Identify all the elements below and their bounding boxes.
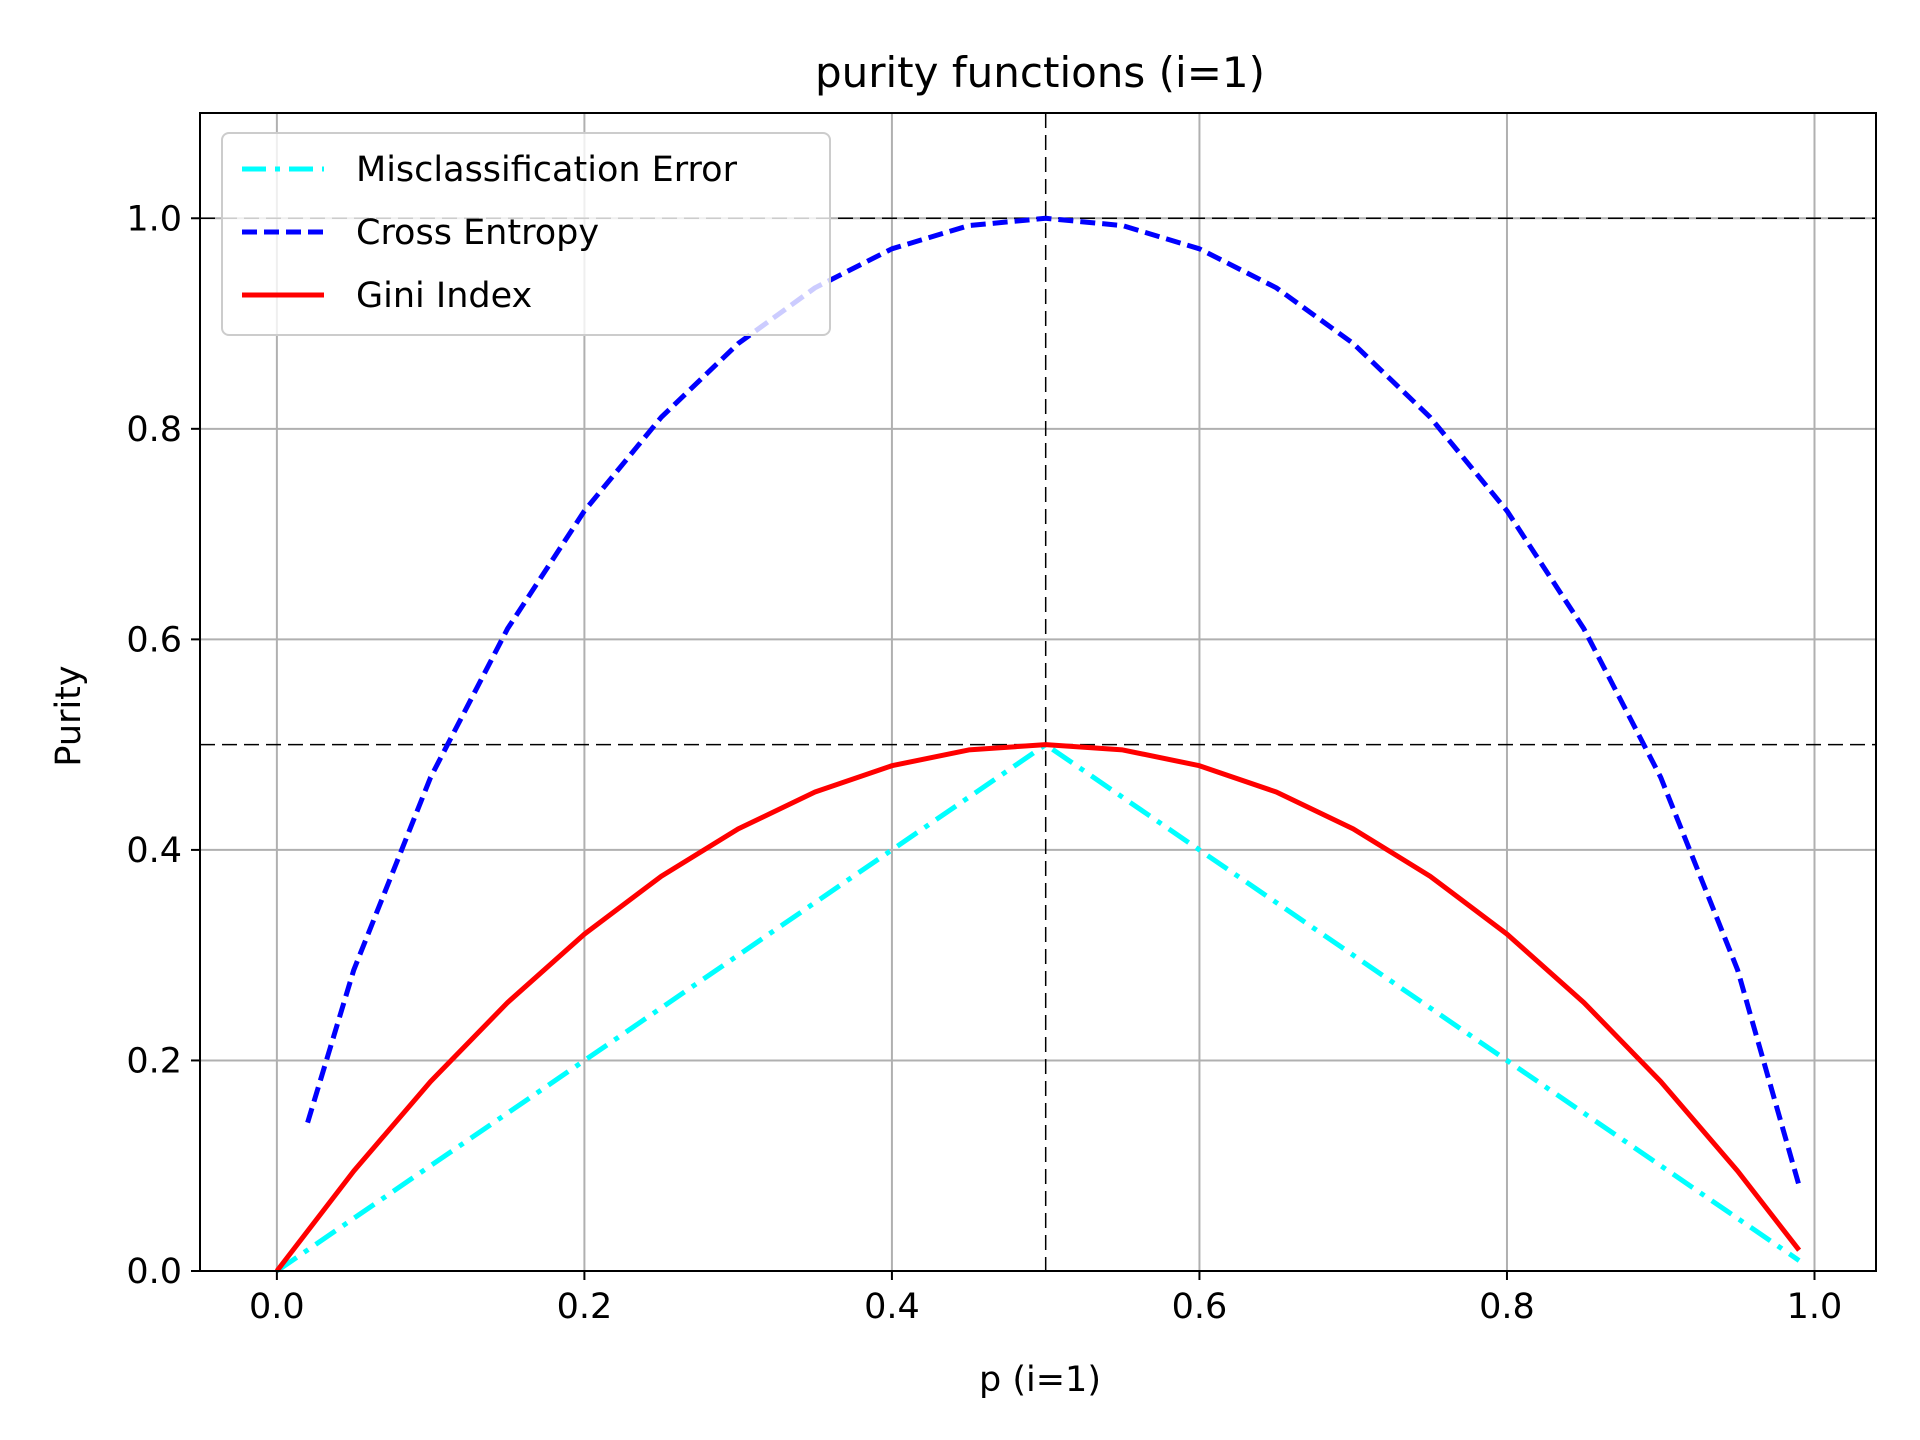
y-tick-label: 0.4 — [126, 831, 182, 871]
y-axis-title: Purity — [49, 665, 89, 766]
legend-label-cross-entropy: Cross Entropy — [356, 213, 599, 253]
y-tick-label: 1.0 — [126, 199, 182, 239]
x-tick-label: 0.6 — [1172, 1287, 1228, 1327]
y-tick-label: 0.6 — [126, 620, 182, 660]
y-tick-label: 0.8 — [126, 410, 182, 450]
x-tick-label: 0.8 — [1479, 1287, 1535, 1327]
x-tick-label: 0.4 — [864, 1287, 920, 1327]
chart-title: purity functions (i=1) — [815, 48, 1265, 97]
legend-label-misclassification-error: Misclassification Error — [356, 150, 738, 190]
x-tick-label: 0.2 — [557, 1287, 613, 1327]
x-axis-title: p (i=1) — [979, 1360, 1101, 1400]
x-tick-label: 1.0 — [1787, 1287, 1843, 1327]
x-tick-label: 0.0 — [249, 1287, 305, 1327]
legend: Misclassification Error Cross Entropy Gini… — [222, 133, 830, 335]
legend-label-gini-index: Gini Index — [356, 276, 532, 316]
y-tick-label: 0.0 — [126, 1252, 182, 1292]
y-tick-label: 0.2 — [126, 1041, 182, 1081]
